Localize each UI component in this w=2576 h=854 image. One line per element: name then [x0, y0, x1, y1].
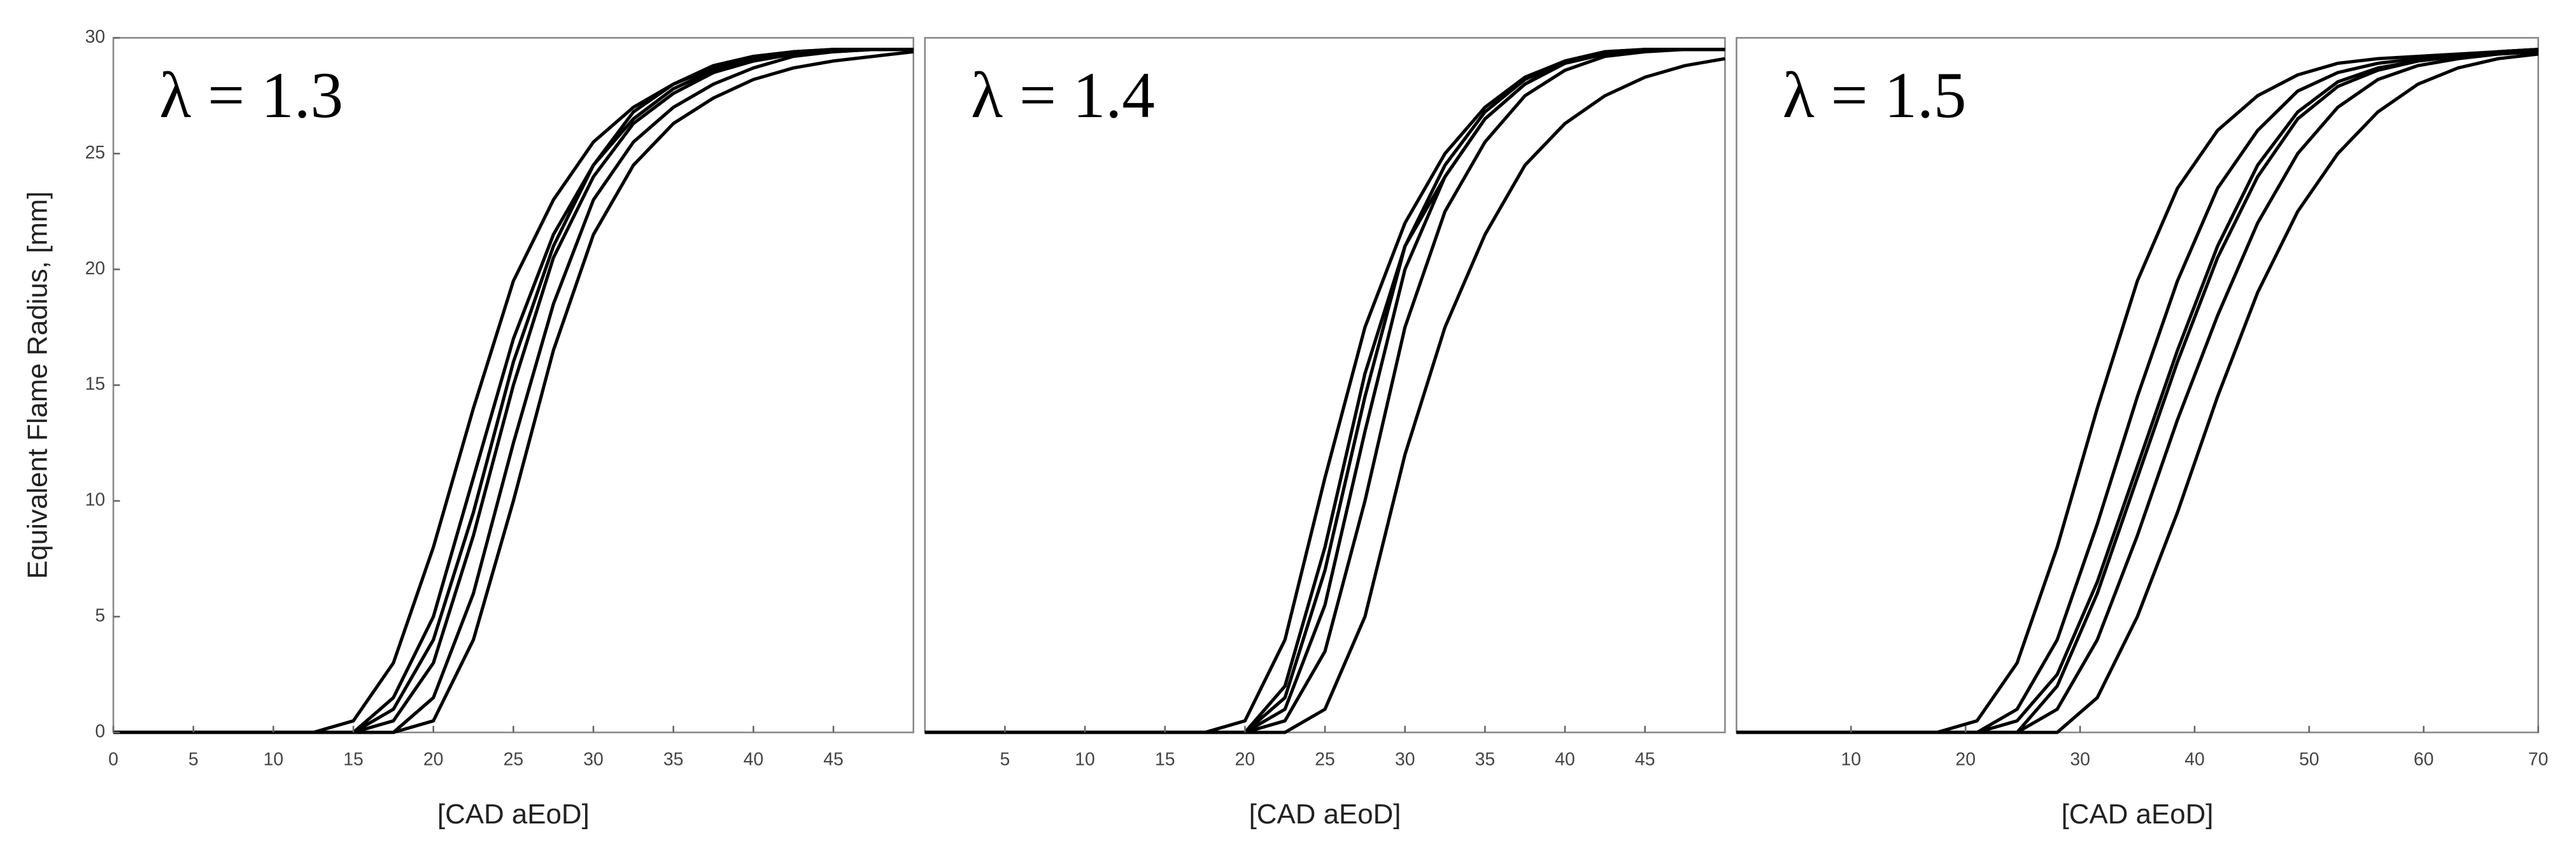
- annotation: λ = 1.5: [1783, 59, 1967, 132]
- x-tick-label: 40: [1555, 749, 1575, 769]
- x-tick-label: 5: [1000, 749, 1010, 769]
- x-tick-label: 0: [108, 749, 118, 769]
- x-axis-label: [CAD aEoD]: [2062, 799, 2214, 830]
- data-line: [1736, 48, 2538, 734]
- x-tick-label: 45: [1635, 749, 1655, 769]
- x-tick-label: 10: [264, 749, 284, 769]
- y-tick-label: 0: [95, 721, 105, 741]
- x-tick-label: 30: [583, 749, 604, 769]
- x-axis-label: [CAD aEoD]: [437, 799, 590, 830]
- y-tick-label: 30: [85, 27, 106, 47]
- plot-frame: [924, 37, 1726, 734]
- data-line: [924, 48, 1725, 734]
- x-tick-label: 30: [2070, 749, 2090, 769]
- y-tick-label: 10: [85, 490, 106, 510]
- x-tick-label: 20: [423, 749, 444, 769]
- y-tick-label: 15: [85, 374, 106, 395]
- x-tick-label: 30: [1395, 749, 1415, 769]
- data-line: [113, 48, 914, 734]
- x-tick-label: 5: [188, 749, 199, 769]
- y-tick-label: 20: [85, 258, 106, 279]
- x-tick-label: 35: [663, 749, 684, 769]
- x-tick-label: 70: [2528, 749, 2549, 769]
- x-axis-label: [CAD aEoD]: [1249, 799, 1401, 830]
- x-tick-label: 35: [1475, 749, 1496, 769]
- y-axis-label: Equivalent Flame Radius, [mm]: [22, 192, 53, 579]
- y-tick-label: 25: [85, 143, 106, 163]
- x-tick-label: 50: [2299, 749, 2319, 769]
- x-tick-label: 15: [1155, 749, 1175, 769]
- x-tick-label: 20: [1235, 749, 1256, 769]
- x-tick-label: 15: [343, 749, 364, 769]
- annotation: λ = 1.3: [159, 59, 343, 132]
- x-tick-label: 10: [1841, 749, 1862, 769]
- x-tick-label: 60: [2414, 749, 2434, 769]
- x-tick-label: 40: [2184, 749, 2205, 769]
- x-tick-label: 10: [1075, 749, 1095, 769]
- x-tick-label: 20: [1955, 749, 1976, 769]
- annotation: λ = 1.4: [971, 59, 1155, 132]
- x-tick-label: 25: [504, 749, 524, 769]
- x-tick-label: 40: [744, 749, 764, 769]
- x-tick-label: 45: [823, 749, 844, 769]
- y-tick-label: 5: [95, 606, 105, 626]
- x-tick-label: 25: [1315, 749, 1335, 769]
- plot-frame: [1736, 37, 2539, 734]
